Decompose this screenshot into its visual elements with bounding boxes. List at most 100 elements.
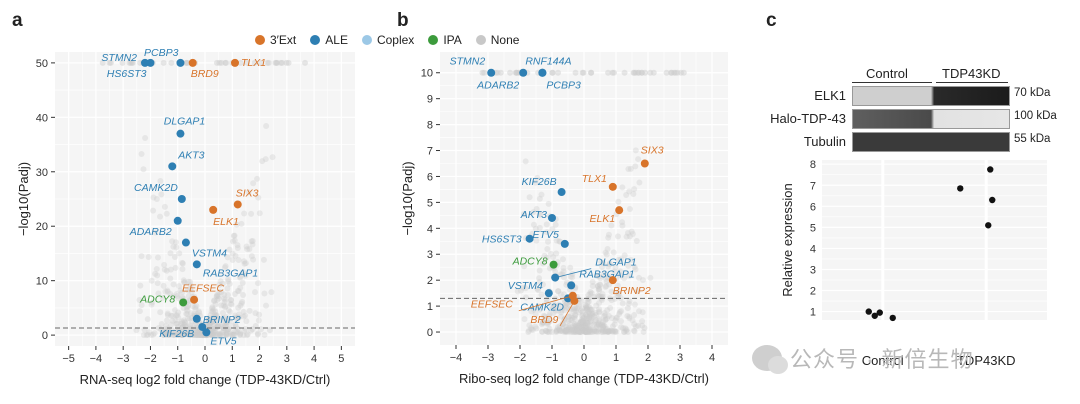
background-point (137, 282, 144, 289)
background-point (159, 294, 166, 301)
background-point (169, 317, 176, 324)
background-point (553, 303, 560, 310)
background-point (158, 320, 165, 327)
background-point (629, 230, 636, 237)
background-point (579, 327, 586, 334)
background-point (587, 326, 594, 333)
background-point (546, 313, 553, 320)
tick-label-y: 7 (810, 180, 816, 192)
background-point (255, 317, 262, 324)
tick-label-y: 0 (42, 330, 48, 342)
background-point (227, 308, 234, 315)
background-point (189, 330, 196, 337)
data-label: PCBP3 (144, 47, 179, 59)
background-point (617, 268, 624, 275)
background-point (213, 331, 220, 338)
background-point (578, 297, 585, 304)
background-point (605, 234, 612, 241)
background-point (579, 322, 586, 329)
background-point (569, 270, 576, 277)
background-point (526, 322, 533, 329)
background-point (562, 327, 569, 334)
background-point (241, 260, 248, 267)
background-point (226, 280, 233, 287)
background-point (600, 322, 607, 329)
background-point (194, 328, 201, 335)
background-point (264, 59, 271, 66)
background-point (217, 278, 224, 285)
background-point (184, 330, 191, 337)
background-point (589, 283, 596, 290)
data-label: RAB3GAP1 (579, 268, 634, 280)
background-point (214, 322, 221, 329)
background-point (244, 246, 251, 253)
background-point (543, 221, 550, 228)
background-point (611, 268, 618, 275)
blot-band-elk1 (852, 86, 1010, 106)
data-label: EEFSEC (471, 299, 513, 311)
background-point (582, 323, 589, 330)
background-point (580, 69, 587, 76)
data-point (173, 216, 182, 225)
background-point (568, 326, 575, 333)
background-point (530, 209, 537, 216)
background-point (615, 290, 622, 297)
background-point (218, 289, 225, 296)
background-point (229, 331, 236, 338)
background-point (144, 331, 151, 338)
background-point (591, 318, 598, 325)
background-point (213, 312, 220, 319)
background-point (553, 327, 560, 334)
background-point (578, 327, 585, 334)
relative-expression-plot: 1 2 3 4 5 6 7 8 Control TDP43KD Relative expressio… (780, 159, 1047, 368)
background-point (602, 312, 609, 319)
label-leader-line (559, 300, 575, 327)
background-point (211, 328, 218, 335)
background-point (195, 329, 202, 336)
background-point (598, 322, 605, 329)
background-point (601, 271, 608, 278)
data-label: CAMK2D (520, 301, 564, 313)
background-point (635, 156, 642, 163)
background-point (615, 256, 622, 263)
background-point (553, 327, 560, 334)
background-point (229, 250, 236, 257)
background-point (538, 321, 545, 328)
background-point (231, 328, 238, 335)
background-point (522, 285, 529, 292)
background-point (585, 309, 592, 316)
background-point (182, 324, 189, 331)
background-point (187, 331, 194, 338)
background-point (622, 325, 629, 332)
tick-label-x: TDP43KD (957, 353, 1016, 368)
background-point (175, 309, 182, 316)
background-point (573, 327, 580, 334)
background-point (155, 290, 162, 297)
background-point (557, 327, 564, 334)
background-point (160, 332, 167, 339)
background-point (625, 262, 632, 269)
background-point (585, 325, 592, 332)
background-point (608, 222, 615, 229)
background-point (585, 327, 592, 334)
data-point (544, 289, 553, 298)
background-point (188, 289, 195, 296)
background-point (606, 261, 613, 268)
background-point (234, 245, 241, 252)
background-point (624, 305, 631, 312)
background-point (606, 328, 613, 335)
background-point (571, 327, 578, 334)
background-point (180, 277, 187, 284)
western-blot: Control TDP43KD ELK1 Halo-TDP-43 Tubulin… (770, 60, 1070, 155)
background-point (632, 69, 639, 76)
background-point (612, 264, 619, 271)
background-point (559, 320, 566, 327)
background-point (564, 329, 571, 336)
background-point (600, 323, 607, 330)
background-point (261, 331, 268, 338)
background-point (219, 309, 226, 316)
background-point (636, 179, 643, 186)
background-point (599, 327, 606, 334)
background-point (608, 327, 615, 334)
background-point (616, 310, 623, 317)
